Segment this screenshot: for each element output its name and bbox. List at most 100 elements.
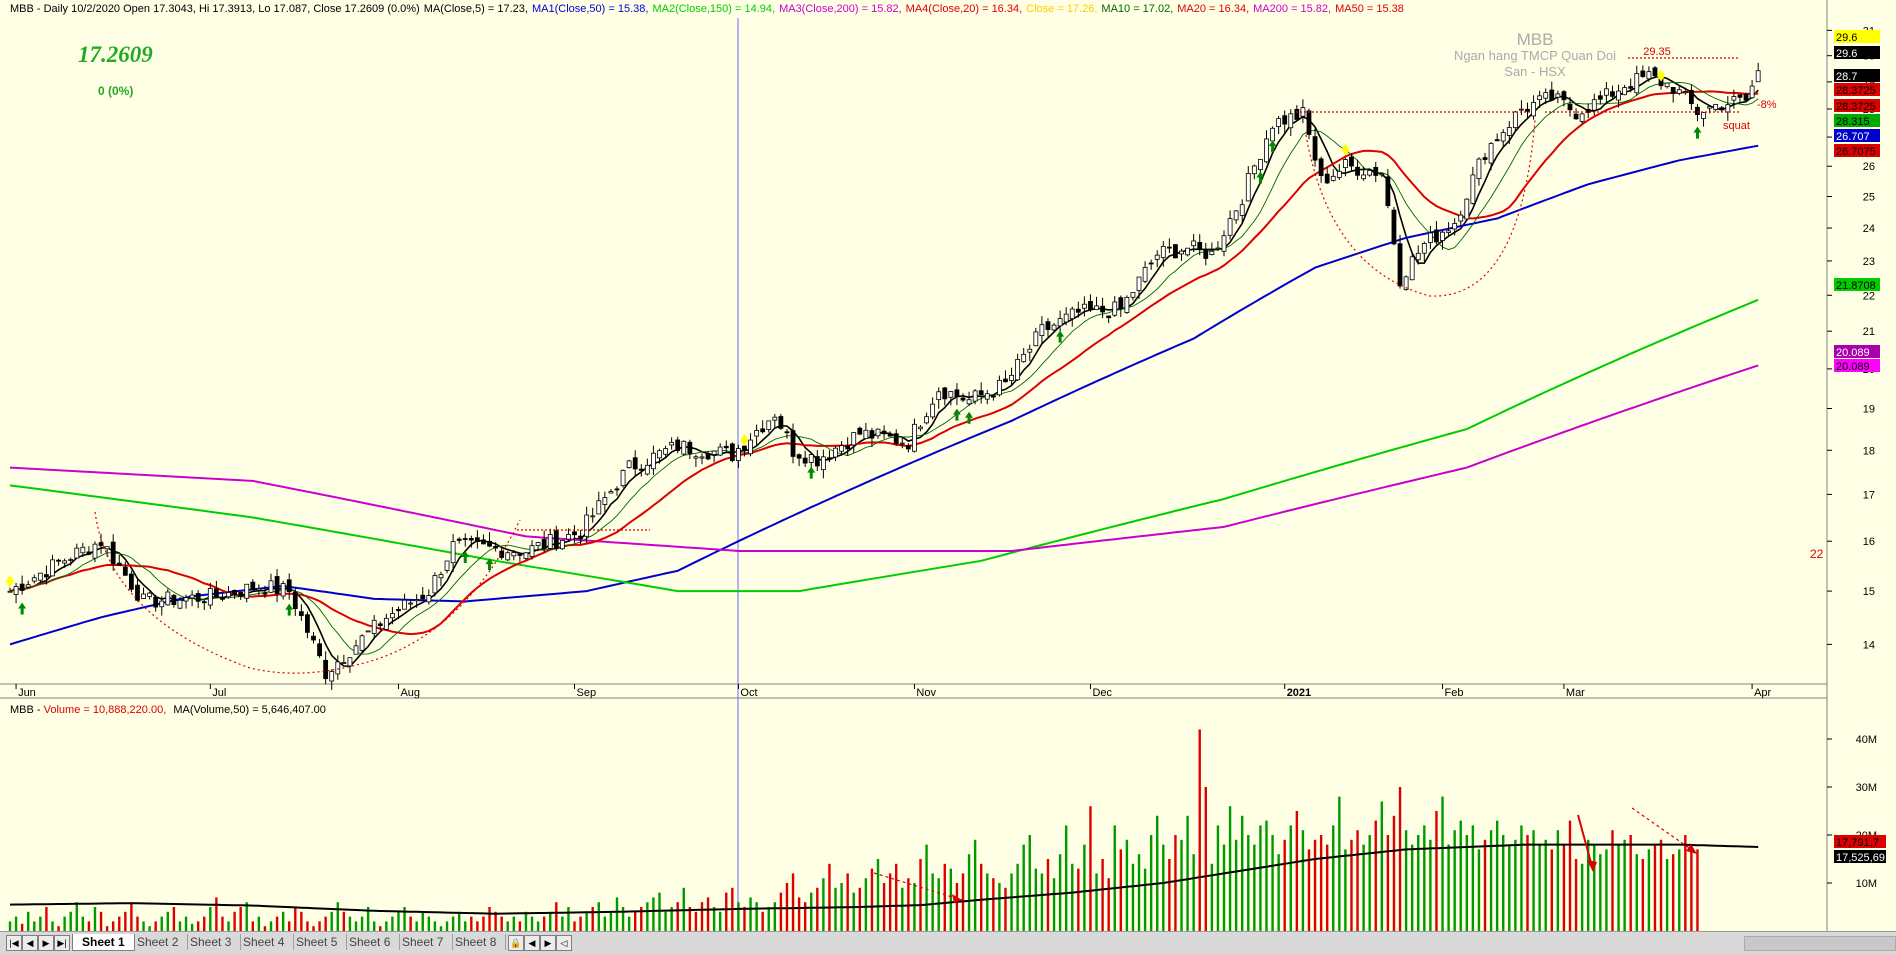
- volume-bar: [1489, 830, 1493, 931]
- candle-body: [644, 464, 650, 475]
- volume-ma-line: [9, 843, 1759, 915]
- tab-sheet-2[interactable]: Sheet 2: [128, 934, 189, 950]
- candle-body: [1343, 159, 1348, 168]
- volume-bar: [1344, 849, 1347, 931]
- candle-body: [657, 450, 662, 459]
- candle-body: [808, 454, 814, 463]
- tab-sheet-4[interactable]: Sheet 4: [234, 934, 295, 950]
- pct-label: -8%: [1757, 99, 1777, 111]
- candle-body: [1397, 243, 1403, 287]
- next-sheet-button[interactable]: ▶: [38, 935, 54, 951]
- volume-bar: [718, 911, 722, 931]
- volume-bar: [676, 902, 679, 931]
- candle-body: [183, 597, 189, 602]
- volume-bar: [1447, 844, 1450, 931]
- candle-body: [705, 453, 711, 460]
- candle-body: [608, 491, 614, 494]
- candle-body: [450, 541, 456, 564]
- volume-bar: [1028, 835, 1031, 931]
- candle-body: [651, 452, 656, 470]
- volume-bar: [876, 859, 880, 931]
- candle-body: [213, 588, 219, 598]
- scroll-right-button[interactable]: ▶: [540, 935, 556, 951]
- header-ma-item: MA2(Close,150) = 14.94,: [652, 3, 775, 15]
- candle-body: [1330, 175, 1336, 181]
- tab-sheet-7[interactable]: Sheet 7: [393, 934, 454, 950]
- candle-body: [869, 430, 875, 439]
- squat-label: squat: [1723, 120, 1750, 132]
- candle-body: [1318, 158, 1324, 177]
- first-sheet-button[interactable]: |◀: [6, 935, 22, 951]
- volume-bar: [1119, 849, 1123, 931]
- price-tag-label: 29.6: [1836, 32, 1857, 44]
- volume-bar: [251, 921, 254, 931]
- scroll-more-button[interactable]: ◁: [556, 935, 572, 951]
- header-ma-item: MA50 = 15.38: [1335, 3, 1404, 15]
- tab-sheet-5[interactable]: Sheet 5: [287, 934, 348, 950]
- volume-bar: [846, 873, 849, 931]
- volume-bar: [864, 878, 868, 931]
- candle-body: [1239, 204, 1245, 216]
- volume-bar: [1526, 835, 1529, 931]
- volume-bar: [1052, 878, 1056, 931]
- volume-bar: [1107, 878, 1110, 931]
- candle-body: [766, 420, 772, 430]
- volume-bar: [585, 911, 588, 931]
- horizontal-scrollbar[interactable]: [1744, 936, 1896, 951]
- vol-arrowhead-2: [1587, 860, 1597, 872]
- candle-body: [74, 547, 80, 559]
- volume-bar: [803, 902, 807, 931]
- volume-bar: [816, 887, 819, 931]
- candle-body: [1628, 86, 1634, 89]
- candle-body: [972, 390, 978, 402]
- volume-bar: [360, 916, 364, 931]
- candle-body: [1525, 108, 1530, 112]
- candle-body: [875, 428, 881, 437]
- candle-body: [893, 433, 899, 444]
- volume-bar: [281, 911, 285, 931]
- date-tick-label: Aug: [400, 687, 420, 699]
- candle-body: [1045, 321, 1051, 330]
- candle-body: [1173, 244, 1178, 259]
- volume-bar: [1453, 830, 1456, 931]
- candle-body: [863, 429, 869, 440]
- volume-bar: [1241, 815, 1244, 931]
- candle-body: [438, 574, 444, 579]
- volume-bar: [913, 883, 916, 931]
- candle-body: [1725, 104, 1731, 113]
- candle-body: [468, 538, 474, 541]
- volume-bar: [1520, 825, 1523, 931]
- lock-icon[interactable]: 🔒: [508, 935, 524, 951]
- candle-body: [1713, 103, 1719, 110]
- volume-bar: [1350, 839, 1353, 931]
- volume-bar: [464, 921, 467, 931]
- candle-body: [420, 594, 426, 600]
- volume-bar: [506, 921, 509, 931]
- last-sheet-button[interactable]: ▶|: [54, 935, 70, 951]
- vol-arrowhead-1: [952, 894, 962, 903]
- ma-line: [9, 298, 1759, 593]
- volume-bar: [549, 911, 552, 931]
- tab-sheet-6[interactable]: Sheet 6: [340, 934, 401, 950]
- price-tag: [1834, 30, 1880, 43]
- candle-body: [1646, 71, 1652, 80]
- price-tag: [1834, 99, 1880, 112]
- candle-body: [687, 441, 693, 454]
- tab-sheet-1[interactable]: Sheet 1: [72, 934, 135, 951]
- candle-body: [487, 540, 492, 547]
- volume-bar: [895, 863, 898, 931]
- volume-bar: [342, 911, 346, 931]
- volume-bar: [1404, 830, 1408, 931]
- volume-bar: [1253, 844, 1256, 931]
- tab-sheet-3[interactable]: Sheet 3: [181, 934, 242, 950]
- scroll-left-button[interactable]: ◀: [524, 935, 540, 951]
- candle-body: [796, 454, 802, 459]
- prev-sheet-button[interactable]: ◀: [22, 935, 38, 951]
- tab-sheet-8[interactable]: Sheet 8: [446, 934, 507, 950]
- candle-body: [444, 560, 450, 571]
- buy-arrow-marker: [18, 602, 27, 615]
- volume-bar: [263, 926, 267, 931]
- header-ma-item: MA200 = 15.82,: [1253, 3, 1331, 15]
- candle-body: [1701, 112, 1706, 119]
